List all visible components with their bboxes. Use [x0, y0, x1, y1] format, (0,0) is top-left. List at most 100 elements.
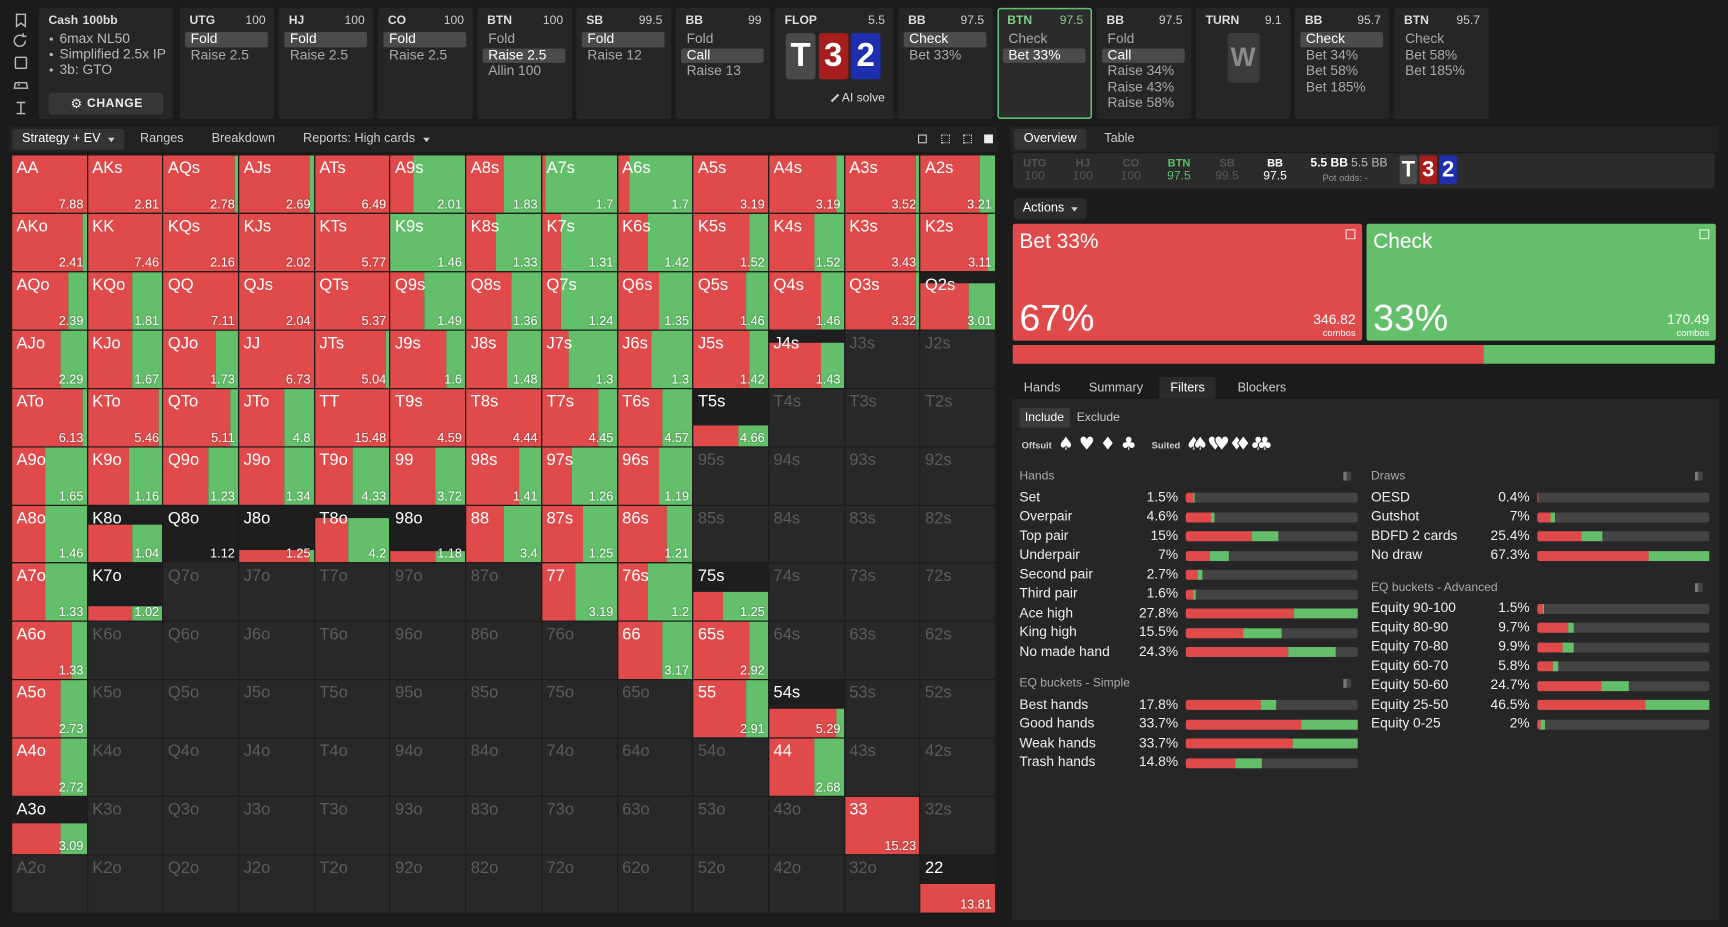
filter-mode[interactable]: Exclude: [1071, 408, 1126, 428]
hand-cell[interactable]: Q2o: [163, 855, 239, 913]
hand-cell[interactable]: 43s: [844, 738, 920, 796]
hand-cell[interactable]: AJs 2.69: [239, 155, 314, 213]
hand-cell[interactable]: KTo 5.46: [87, 388, 163, 446]
action-column[interactable]: BTN 95.7 Check Bet 58% Bet 185%: [1394, 7, 1489, 120]
hand-cell[interactable]: Q3s 3.32: [844, 272, 920, 330]
action-option[interactable]: Fold: [686, 30, 714, 47]
hand-cell[interactable]: A3s 3.52: [844, 155, 920, 213]
ai-solve-button[interactable]: AI solve: [841, 91, 885, 105]
hand-cell[interactable]: A3o 3.09: [12, 797, 87, 855]
hand-cell[interactable]: 62o: [617, 855, 693, 913]
action-option[interactable]: Bet 58%: [1405, 46, 1458, 63]
action-option[interactable]: Call: [686, 46, 711, 63]
hand-cell[interactable]: 77 3.19: [542, 563, 617, 621]
hand-cell[interactable]: T8s 4.44: [466, 388, 541, 446]
hand-cell[interactable]: JTs 5.04: [314, 330, 390, 388]
action-column[interactable]: UTG 100 Fold Raise 2.5: [179, 7, 275, 120]
sub-tab[interactable]: Blockers: [1227, 377, 1298, 399]
action-option[interactable]: Bet 33%: [1008, 46, 1061, 63]
hand-cell[interactable]: J3s: [844, 330, 920, 388]
game-icon[interactable]: [13, 81, 29, 89]
action-column[interactable]: HJ 100 Fold Raise 2.5: [278, 7, 374, 120]
action-option[interactable]: Bet 58%: [1305, 62, 1359, 79]
hand-cell[interactable]: KQo 1.81: [87, 272, 163, 330]
hand-cell[interactable]: 98o 1.18: [390, 505, 466, 563]
hand-cell[interactable]: K6o: [87, 622, 163, 680]
hand-cell[interactable]: Q7s 1.24: [542, 272, 617, 330]
change-button[interactable]: ⚙ CHANGE: [48, 92, 164, 115]
hand-cell[interactable]: A2o: [12, 855, 87, 913]
hand-cell[interactable]: JJ 6.73: [239, 330, 314, 388]
action-option[interactable]: Check: [1008, 30, 1048, 47]
action-option[interactable]: Call: [1107, 46, 1132, 63]
suit-filter[interactable]: ♠: [1057, 433, 1074, 455]
toolbar-tab[interactable]: Ranges: [130, 129, 195, 150]
hand-cell[interactable]: Q4s 1.46: [769, 272, 844, 330]
hand-cell[interactable]: K2o: [87, 855, 163, 913]
suited-filter[interactable]: ♦: [1228, 433, 1245, 455]
hand-cell[interactable]: 72o: [542, 855, 617, 913]
hand-cell[interactable]: Q5o: [163, 680, 239, 738]
hand-cell[interactable]: A2s 3.21: [920, 155, 996, 213]
hand-cell[interactable]: 93s: [844, 447, 920, 505]
hand-cell[interactable]: 62s: [920, 622, 996, 680]
suited-filter[interactable]: ♠: [1185, 433, 1202, 455]
hand-cell[interactable]: 83s: [844, 505, 920, 563]
hand-cell[interactable]: 66 3.17: [617, 622, 693, 680]
hand-cell[interactable]: T2s: [920, 388, 996, 446]
hand-cell[interactable]: A4s 3.19: [769, 155, 844, 213]
hand-cell[interactable]: T4o: [314, 738, 390, 796]
hand-cell[interactable]: 54s 5.29: [769, 680, 844, 738]
hand-cell[interactable]: J8s 1.48: [466, 330, 541, 388]
hand-cell[interactable]: A9o 1.65: [12, 447, 87, 505]
action-column[interactable]: FLOP 5.5 T 3 2 AI solve: [774, 7, 894, 120]
hand-cell[interactable]: 55 2.91: [693, 680, 769, 738]
hand-cell[interactable]: T3s: [844, 388, 920, 446]
hand-cell[interactable]: K9o 1.16: [87, 447, 163, 505]
bookmark-icon[interactable]: [15, 13, 27, 28]
hand-cell[interactable]: KTs 5.77: [314, 213, 390, 271]
toolbar-tab[interactable]: Reports: High cards: [293, 129, 439, 150]
hand-cell[interactable]: K9s 1.46: [390, 213, 466, 271]
action-option[interactable]: Raise 2.5: [289, 46, 349, 63]
hand-cell[interactable]: Q8s 1.36: [466, 272, 541, 330]
hand-cell[interactable]: K8s 1.33: [466, 213, 541, 271]
hand-cell[interactable]: JTo 4.8: [239, 388, 314, 446]
hand-cell[interactable]: 87o: [466, 563, 541, 621]
hand-cell[interactable]: J8o 1.25: [239, 505, 314, 563]
hand-cell[interactable]: 88 3.4: [466, 505, 541, 563]
hand-cell[interactable]: 96o: [390, 622, 466, 680]
sub-tab[interactable]: Filters: [1159, 376, 1216, 400]
hand-cell[interactable]: Q6o: [163, 622, 239, 680]
text-icon[interactable]: [16, 101, 26, 115]
action-option[interactable]: Bet 185%: [1305, 78, 1366, 95]
hand-cell[interactable]: T7s 4.45: [542, 388, 617, 446]
hand-cell[interactable]: AJo 2.29: [12, 330, 87, 388]
hand-cell[interactable]: J4s 1.43: [769, 330, 844, 388]
hand-cell[interactable]: T2o: [314, 855, 390, 913]
hand-cell[interactable]: KQs 2.16: [163, 213, 239, 271]
sub-tab[interactable]: Summary: [1078, 377, 1154, 399]
hand-cell[interactable]: 96s 1.19: [617, 447, 693, 505]
action-column[interactable]: BB 97.5 Fold Call Raise 34% Raise 43% Raise 58…: [1096, 7, 1192, 120]
hand-cell[interactable]: J3o: [239, 797, 314, 855]
actions-dropdown[interactable]: Actions: [1013, 198, 1087, 220]
hand-cell[interactable]: 42o: [769, 855, 844, 913]
action-column[interactable]: BTN 100 Fold Raise 2.5 Allin 100: [477, 7, 572, 120]
action-column[interactable]: BB 95.7 Check Bet 34% Bet 58% Bet 185%: [1294, 7, 1390, 120]
hand-cell[interactable]: 52o: [693, 855, 769, 913]
action-option[interactable]: Fold: [587, 30, 615, 47]
suited-filter[interactable]: ♣: [1250, 433, 1267, 455]
action-option[interactable]: Check: [1305, 30, 1345, 47]
hand-cell[interactable]: J9o 1.34: [239, 447, 314, 505]
suited-filter[interactable]: ♠: [1192, 433, 1209, 455]
action-option[interactable]: Raise 2.5: [389, 46, 448, 63]
hand-cell[interactable]: J2o: [239, 855, 314, 913]
hand-cell[interactable]: 53s: [844, 680, 920, 738]
hand-cell[interactable]: 64o: [617, 738, 693, 796]
hand-cell[interactable]: ATo 6.13: [12, 388, 87, 446]
hand-cell[interactable]: K4o: [87, 738, 163, 796]
hand-cell[interactable]: Q3o: [163, 797, 239, 855]
suit-filter[interactable]: ♥: [1078, 433, 1095, 455]
action-column[interactable]: BB 97.5 Check Bet 33%: [898, 7, 993, 120]
